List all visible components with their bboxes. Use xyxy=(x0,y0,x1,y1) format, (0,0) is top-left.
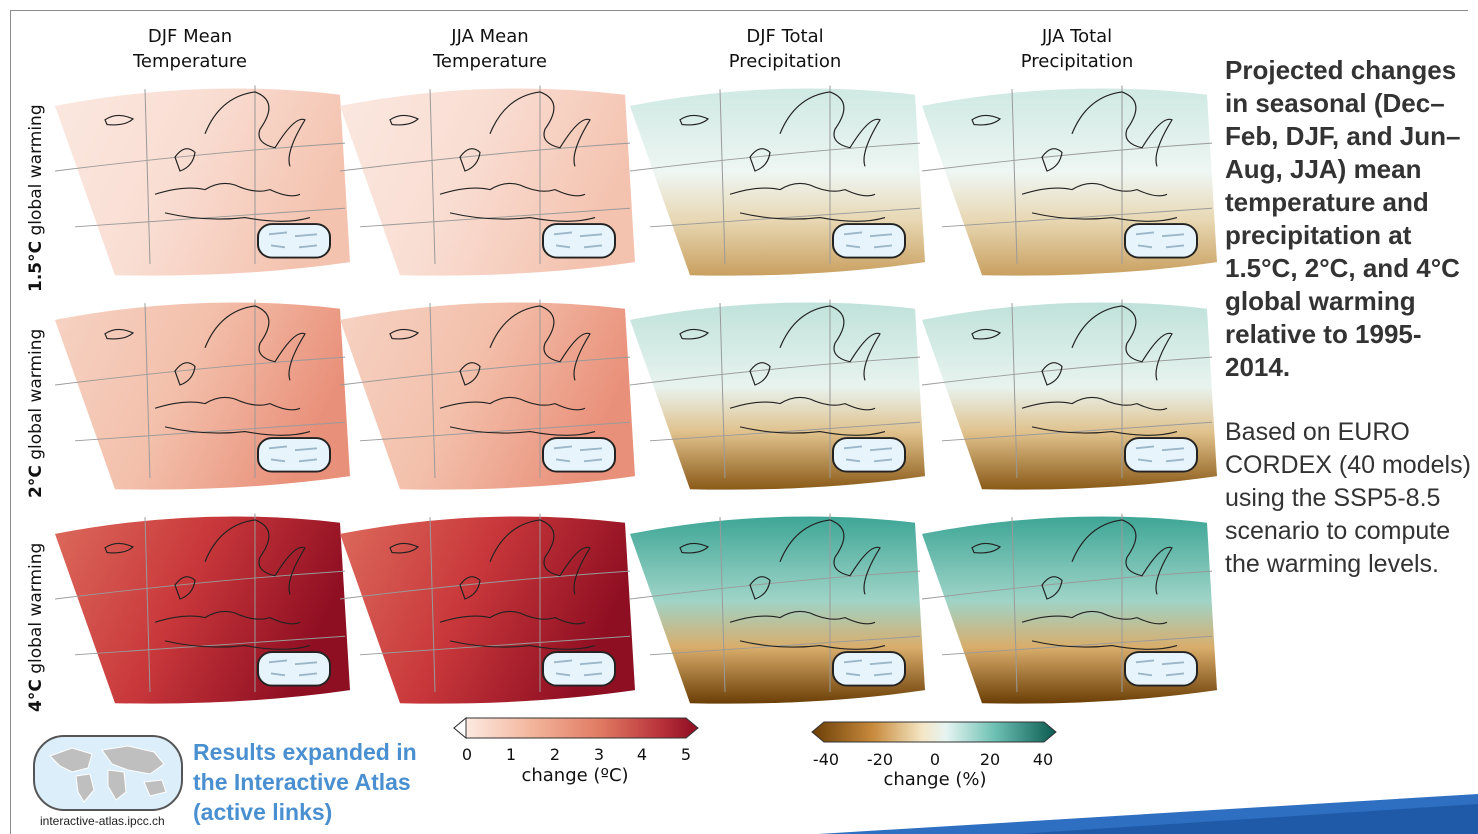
accent-bar xyxy=(818,794,1478,834)
map-panel-r1-c3 xyxy=(922,292,1217,492)
temp-tick-2: 2 xyxy=(549,745,561,764)
map-panel-r2-c0 xyxy=(55,506,350,706)
precip-tick-neg40: -40 xyxy=(812,750,840,769)
map-panel-r1-c0 xyxy=(55,292,350,492)
figure-description: Based on EURO CORDEX (40 models) using t… xyxy=(1225,418,1471,578)
precip-tick-neg20: -20 xyxy=(866,750,894,769)
column-header-djf-temp: DJF Mean Temperature xyxy=(132,26,248,72)
map-panel-r0-c1 xyxy=(340,78,635,278)
map-panel-r2-c3 xyxy=(922,506,1217,706)
atlas-url[interactable]: interactive-atlas.ipcc.ch xyxy=(40,814,165,828)
row-label-4: 4°C global warming xyxy=(26,542,46,712)
figure-title: Projected changes in seasonal (Dec–Feb, … xyxy=(1225,55,1461,382)
map-panel-r2-c2 xyxy=(630,506,925,706)
precip-tick-0: 0 xyxy=(929,750,941,769)
interactive-atlas-link[interactable]: Results expanded in the Interactive Atla… xyxy=(193,739,417,825)
map-panel-r1-c2 xyxy=(630,292,925,492)
temp-colorbar-label: change (ºC) xyxy=(521,765,629,786)
precip-tick-40: 40 xyxy=(1032,750,1054,769)
frame-top-line xyxy=(10,10,1468,11)
map-panel-r0-c0 xyxy=(55,78,350,278)
frame-left-line xyxy=(10,10,11,834)
temp-tick-5: 5 xyxy=(680,745,692,764)
temp-tick-3: 3 xyxy=(593,745,605,764)
column-header-djf-precip: DJF Total Precipitation xyxy=(728,26,842,72)
map-panel-r0-c2 xyxy=(630,78,925,278)
temp-tick-0: 0 xyxy=(461,745,473,764)
world-map-icon[interactable] xyxy=(32,734,184,812)
row-label-1-5: 1.5°C global warming xyxy=(26,104,46,292)
map-panel-r2-c1 xyxy=(340,506,635,706)
map-panel-r0-c3 xyxy=(922,78,1217,278)
temp-tick-4: 4 xyxy=(636,745,648,764)
precipitation-colorbar xyxy=(811,721,1057,743)
map-panel-r1-c1 xyxy=(340,292,635,492)
precip-tick-20: 20 xyxy=(979,750,1001,769)
column-header-jja-temp: JJA Mean Temperature xyxy=(432,26,548,72)
temp-tick-1: 1 xyxy=(505,745,517,764)
column-header-jja-precip: JJA Total Precipitation xyxy=(1020,26,1134,72)
temperature-colorbar xyxy=(453,716,699,740)
row-label-2: 2°C global warming xyxy=(26,328,46,498)
precip-colorbar-label: change (%) xyxy=(883,769,987,790)
